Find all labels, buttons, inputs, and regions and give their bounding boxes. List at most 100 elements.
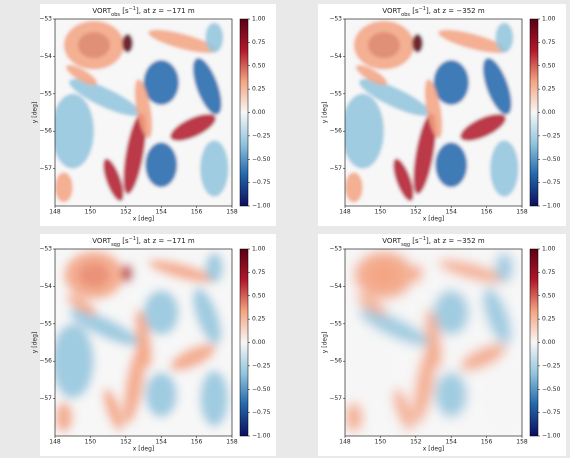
field-feature xyxy=(355,65,388,86)
y-tick-label: −55 xyxy=(39,320,52,327)
colorbar-tick-label: 1.00 xyxy=(252,16,266,23)
field-feature xyxy=(412,263,423,283)
x-tick-label: 158 xyxy=(516,439,528,446)
field-feature xyxy=(103,158,124,202)
plot-frame xyxy=(344,18,523,207)
y-tick-label: −53 xyxy=(39,246,52,253)
field-feature xyxy=(55,323,94,399)
field-feature xyxy=(460,343,506,371)
plot-frame xyxy=(344,248,523,437)
y-tick-label: −56 xyxy=(39,128,52,135)
field-feature xyxy=(435,372,468,418)
field-feature xyxy=(205,22,224,53)
title-part: −1 xyxy=(129,6,136,12)
x-tick-label: 152 xyxy=(410,439,422,446)
colorbar-tick-label: −0.25 xyxy=(252,362,271,369)
field-feature xyxy=(192,287,222,345)
field-shapes xyxy=(345,249,522,436)
colorbar-tick-label: 0.50 xyxy=(542,62,556,69)
field-feature xyxy=(460,113,506,141)
y-tick-label: −57 xyxy=(39,165,52,172)
y-tick-label: −56 xyxy=(329,128,342,135)
field-feature xyxy=(192,57,222,115)
x-tick-label: 158 xyxy=(226,209,238,216)
y-axis-label: y [deg] xyxy=(32,332,39,353)
y-tick-label: −55 xyxy=(39,90,52,97)
vorticity-field xyxy=(55,249,232,436)
y-tick-label: −53 xyxy=(329,16,342,23)
colorbar xyxy=(239,248,249,437)
field-feature xyxy=(482,287,512,345)
y-axis-label: y [deg] xyxy=(32,102,39,123)
field-feature xyxy=(359,79,431,117)
field-feature xyxy=(55,93,94,169)
y-tick-label: −55 xyxy=(329,90,342,97)
colorbar-tick-label: 0.00 xyxy=(542,109,556,116)
colorbar-tick-label: −0.75 xyxy=(252,409,271,416)
chart-title: VORTsqg [s−1], at z = −352 m xyxy=(382,236,485,248)
field-feature xyxy=(482,57,512,115)
field-feature xyxy=(200,140,229,197)
title-part: sqg xyxy=(111,242,120,248)
colorbar-tick-label: 0.75 xyxy=(252,269,266,276)
field-feature xyxy=(433,290,469,336)
x-tick-label: 148 xyxy=(49,439,61,446)
field-feature xyxy=(413,113,436,195)
colorbar-tick-label: 0.75 xyxy=(252,39,266,46)
colorbar-tick-label: 0.75 xyxy=(542,269,556,276)
title-part: sqg xyxy=(401,242,410,248)
field-feature xyxy=(495,22,514,53)
field-feature xyxy=(143,60,179,106)
title-part: VORT xyxy=(92,7,112,15)
field-feature xyxy=(355,295,388,316)
x-tick-label: 150 xyxy=(85,209,97,216)
y-tick-label: −55 xyxy=(329,320,342,327)
x-tick-label: 148 xyxy=(49,209,61,216)
field-feature xyxy=(345,323,384,399)
field-feature xyxy=(345,402,363,433)
x-axis-label: x [deg] xyxy=(133,446,154,453)
chart-title: VORTobs [s−1], at z = −171 m xyxy=(92,6,195,18)
field-feature xyxy=(200,370,229,427)
field-feature xyxy=(205,252,224,283)
x-tick-label: 158 xyxy=(226,439,238,446)
x-axis-label: x [deg] xyxy=(423,216,444,223)
field-feature xyxy=(63,250,125,300)
plot-frame xyxy=(54,248,233,437)
field-shapes xyxy=(345,19,522,206)
title-part: obs xyxy=(111,12,120,18)
title-part: VORT xyxy=(92,237,112,245)
colorbar-tick-label: 0.00 xyxy=(542,339,556,346)
colorbar-tick-label: 1.00 xyxy=(252,246,266,253)
x-tick-label: 158 xyxy=(516,209,528,216)
y-tick-label: −57 xyxy=(329,165,342,172)
vorticity-field xyxy=(345,249,522,436)
y-tick-label: −54 xyxy=(39,283,52,290)
field-feature xyxy=(69,79,141,117)
title-part: VORT xyxy=(382,7,402,15)
x-tick-label: 156 xyxy=(191,439,203,446)
field-feature xyxy=(148,29,217,54)
colorbar-tick-label: −1.00 xyxy=(252,203,271,210)
y-tick-label: −54 xyxy=(329,283,342,290)
x-tick-label: 152 xyxy=(410,209,422,216)
title-part: [s xyxy=(410,7,419,15)
field-feature xyxy=(148,259,217,284)
field-feature xyxy=(345,172,363,203)
x-tick-label: 150 xyxy=(85,439,97,446)
colorbar-tick-label: −0.50 xyxy=(252,156,271,163)
x-tick-label: 152 xyxy=(120,439,132,446)
colorbar xyxy=(529,248,539,437)
colorbar-tick-label: 0.25 xyxy=(252,316,266,323)
y-tick-label: −57 xyxy=(329,395,342,402)
field-feature xyxy=(353,20,415,70)
field-feature xyxy=(438,29,507,54)
field-feature xyxy=(55,172,73,203)
colorbar-tick-label: 0.50 xyxy=(542,292,556,299)
field-feature xyxy=(424,79,443,139)
colorbar-tick-label: −0.50 xyxy=(542,386,561,393)
field-feature xyxy=(134,309,153,369)
vorticity-field xyxy=(55,19,232,206)
title-part: −1 xyxy=(419,236,426,242)
